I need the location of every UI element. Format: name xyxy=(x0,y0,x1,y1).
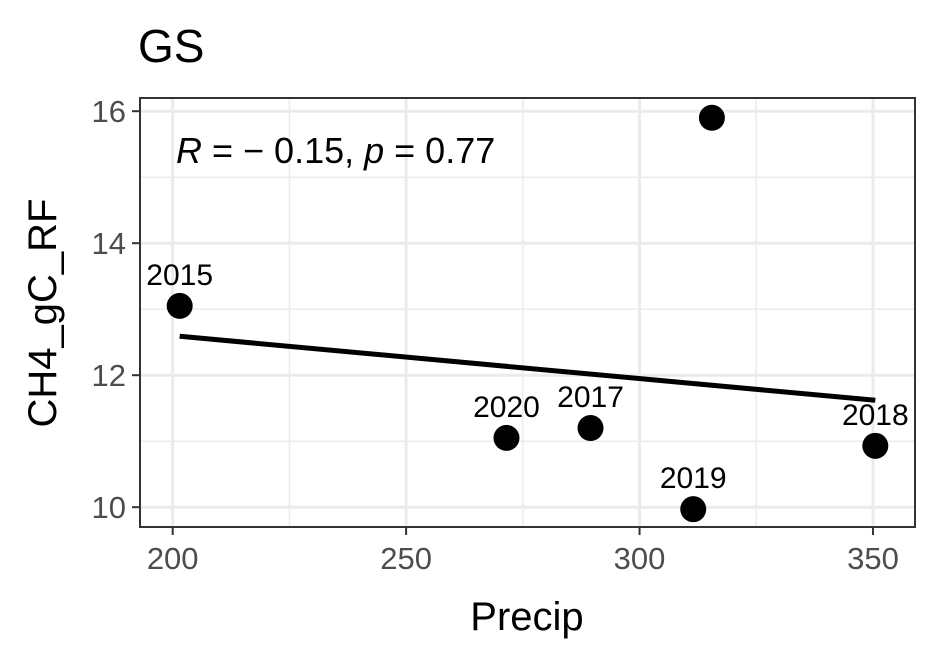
data-point xyxy=(698,104,725,131)
y-tick-label: 12 xyxy=(92,358,126,393)
data-point xyxy=(493,424,520,451)
data-point xyxy=(577,415,604,441)
x-tick-label: 250 xyxy=(380,541,432,576)
x-axis-title: Precip xyxy=(470,595,583,639)
regression-line xyxy=(179,333,876,403)
x-axis-ticks: 200 250 300 350 xyxy=(147,527,899,576)
point-labels-group: 2015 2020 2017 2019 2018 xyxy=(146,259,908,495)
x-tick-label: 300 xyxy=(614,541,666,576)
plot-panel-border xyxy=(139,97,916,528)
x-tick-label: 200 xyxy=(147,541,199,576)
data-point xyxy=(680,496,707,523)
point-label: 2019 xyxy=(660,462,727,495)
point-label: 2017 xyxy=(557,381,624,414)
y-axis-title: CH4_gC_RF xyxy=(21,199,65,428)
points-group xyxy=(166,104,889,523)
y-tick-label: 10 xyxy=(92,490,126,525)
r-value: = − 0.15, xyxy=(202,130,364,171)
data-point xyxy=(862,432,889,459)
grid xyxy=(140,98,915,527)
y-tick-label: 16 xyxy=(92,94,126,129)
point-label: 2020 xyxy=(473,391,540,424)
x-tick-label: 350 xyxy=(847,541,899,576)
y-axis-ticks: 10 12 14 16 xyxy=(92,94,140,525)
trendline-group xyxy=(179,333,876,403)
chart-title: GS xyxy=(138,20,204,72)
r-symbol: R xyxy=(176,130,202,171)
point-label: 2015 xyxy=(146,259,213,292)
data-point xyxy=(166,292,193,319)
correlation-annotation: R = − 0.15, p = 0.77 xyxy=(176,130,495,171)
p-symbol: p xyxy=(363,130,384,171)
y-tick-label: 14 xyxy=(92,226,126,261)
p-value: = 0.77 xyxy=(384,130,495,171)
point-label: 2018 xyxy=(842,399,909,432)
